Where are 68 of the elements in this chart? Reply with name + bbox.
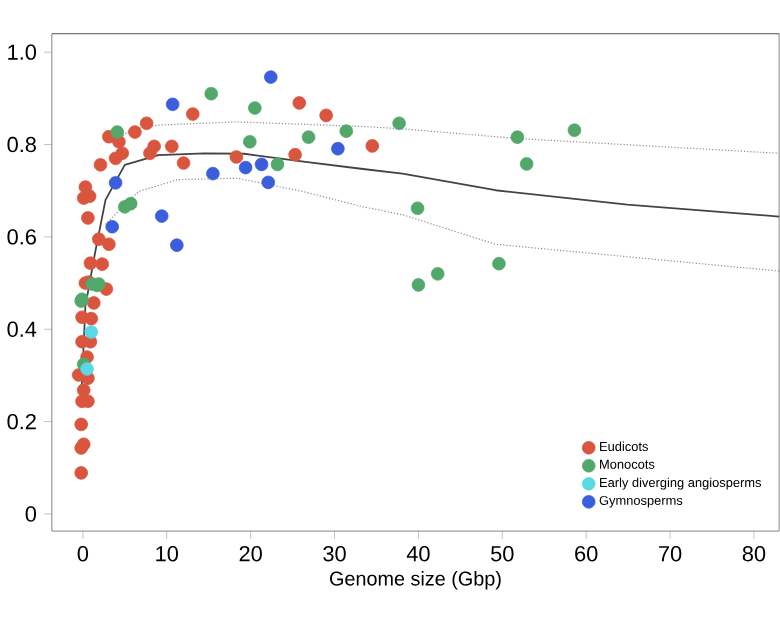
point [123,196,138,211]
point [95,257,109,271]
point [510,130,525,144]
point [108,176,123,190]
point [206,166,220,181]
x-tick-label: 30 [323,545,346,562]
point [154,209,169,223]
y-tick-label: 0.6 [7,229,36,245]
point [87,296,101,310]
point [186,107,200,121]
point [176,156,191,170]
point [319,108,333,123]
x-tick-label: 70 [659,545,682,562]
y-tick-label: 1.0 [8,44,37,60]
point [108,151,123,166]
y-tick-label: 0 [25,506,37,522]
point [339,124,354,138]
point [288,147,302,162]
point [165,139,179,154]
point [92,232,106,246]
point [410,201,425,215]
point [492,256,506,271]
point [102,237,116,251]
x-axis-title: Genome size (Gbp) [330,571,501,590]
y-tick-label: 0.2 [7,413,36,430]
point [248,101,262,115]
line-series [104,177,780,272]
point [93,158,108,172]
point [84,311,99,326]
point [110,125,125,139]
point [80,362,94,376]
x-tick-label: 50 [491,545,514,562]
x-tick-label: 10 [156,545,179,562]
point [264,70,278,84]
point [74,466,88,480]
point [519,157,534,171]
point [292,96,307,110]
point [84,325,99,339]
x-tick-label: 0 [77,545,89,562]
y-tick-label: 0.8 [7,136,36,153]
point [392,116,406,130]
x-tick-label: 20 [239,545,262,562]
point [83,256,98,270]
point [365,139,380,153]
point [261,175,275,190]
point [165,97,180,112]
point [139,116,154,130]
point [128,125,142,139]
point [411,278,426,292]
y-tick-label: 0.4 [7,321,37,337]
point [567,123,582,137]
point [270,157,285,172]
point [243,134,257,149]
point [331,141,345,156]
point [229,150,244,164]
point [254,157,269,172]
x-tick-label: 40 [406,545,430,562]
point [170,238,184,252]
x-tick-label: 60 [575,545,598,562]
point [143,146,157,160]
point [430,267,445,281]
point [74,417,88,432]
x-tick-label: 80 [742,545,766,562]
point [204,86,218,101]
point [105,219,119,234]
point [81,211,95,225]
point [238,160,253,175]
point [301,130,316,144]
